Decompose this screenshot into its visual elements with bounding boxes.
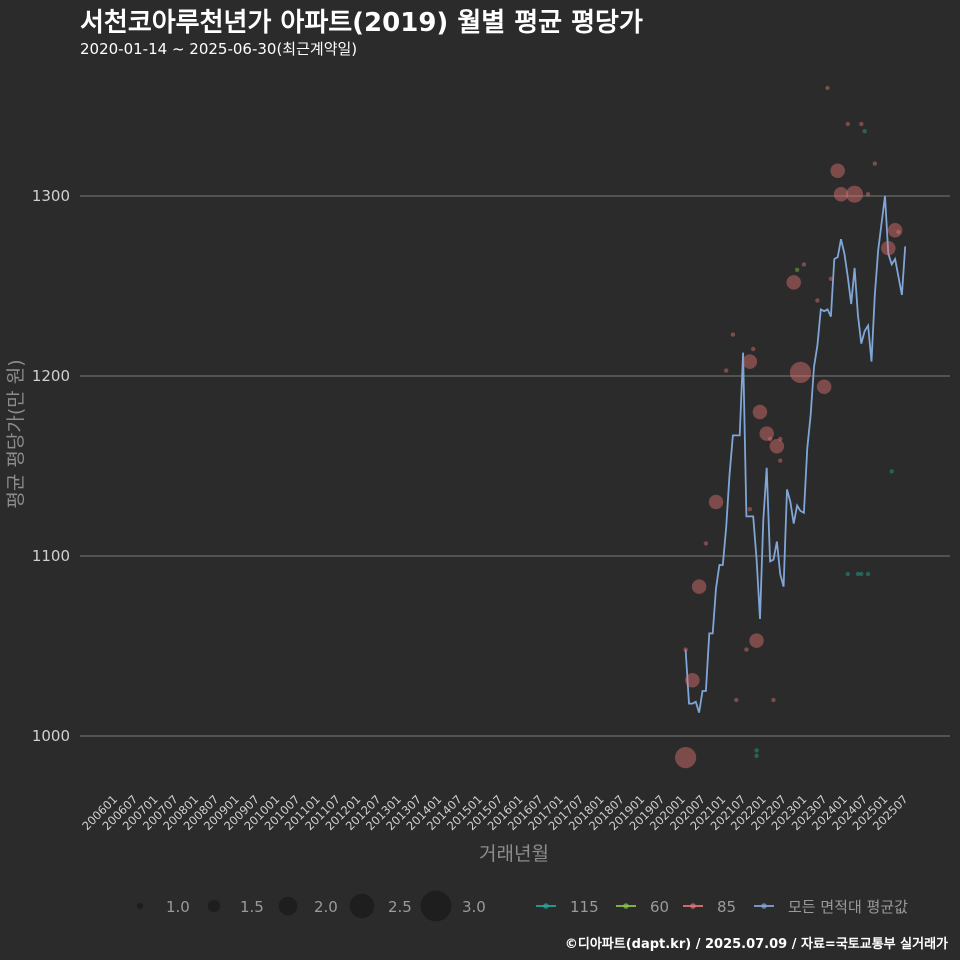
legend-color-dot (761, 903, 767, 909)
y-tick-label: 1300 (32, 187, 70, 205)
bubble-point-85 (734, 697, 739, 703)
y-axis-title: 평균 평당가(만 원) (5, 359, 27, 508)
bubble-point-115 (855, 571, 861, 577)
legend-size-label: 1.0 (166, 898, 190, 916)
series-bubbles (675, 85, 903, 769)
bubble-point-85 (691, 579, 707, 594)
bubble-point-85 (881, 240, 896, 256)
legend-size-key (207, 899, 221, 913)
bubble-point-85 (872, 161, 878, 166)
legend-size-key (136, 902, 144, 910)
bubble-point-85 (683, 647, 688, 652)
bubble-point-85 (859, 121, 864, 127)
legend-size-key (420, 890, 452, 922)
x-axis-title: 거래년월 (479, 843, 549, 865)
series-average-line (684, 195, 907, 713)
legend-size-label: 2.0 (314, 898, 338, 916)
bubble-point-115 (845, 571, 851, 577)
legend-size-key (278, 896, 298, 916)
bubble-point-85 (896, 229, 901, 235)
bubble-point-115 (865, 571, 871, 577)
bubble-point-85 (833, 186, 849, 202)
bubble-point-115 (754, 753, 759, 758)
legend-color-dot (543, 903, 549, 909)
chart-subtitle: 2020-01-14 ~ 2025-06-30(최근계약일) (80, 40, 358, 58)
bubble-point-85 (771, 697, 776, 703)
bubble-point-85 (865, 192, 871, 197)
legend-size-label: 2.5 (388, 898, 412, 916)
bubble-point-85 (708, 494, 724, 510)
bubble-point-115 (859, 571, 864, 577)
bubble-point-85 (789, 361, 812, 383)
bubble-point-85 (730, 332, 736, 337)
y-tick-label: 1200 (32, 367, 70, 385)
legend-color-label: 60 (650, 898, 669, 916)
bubble-point-85 (767, 436, 773, 442)
legend-color-label: 모든 면적대 평균값 (788, 898, 908, 916)
bubble-point-85 (769, 438, 785, 454)
bubble-point-85 (845, 121, 851, 127)
y-tick-label: 1100 (32, 547, 70, 565)
bubble-point-85 (749, 633, 764, 648)
legend-size-label: 1.5 (240, 898, 264, 916)
bubble-point-85 (828, 276, 834, 281)
average-line (684, 195, 907, 713)
bubble-point-85 (742, 354, 758, 369)
x-axis: 2006012006072007012007072008012008072009… (79, 792, 911, 833)
bubble-point-85 (778, 458, 783, 463)
bubble-point-85 (778, 436, 783, 442)
source-caption: ©디아파트(dapt.kr) / 2025.07.09 / 자료=국토교통부 실… (564, 937, 948, 952)
legend-color-label: 115 (570, 898, 599, 916)
legend-color-dot (623, 903, 629, 909)
bubble-point-60 (794, 267, 800, 272)
bubble-point-85 (747, 507, 753, 512)
bubble-point-85 (751, 346, 756, 352)
bubble-point-115 (754, 748, 759, 753)
legend-size-key (349, 893, 375, 919)
y-axis: 1000 1100 1200 1300 (32, 187, 70, 745)
bubble-point-85 (675, 747, 697, 769)
bubble-point-85 (723, 368, 729, 373)
bubble-point-85 (816, 379, 832, 395)
chart-title: 서천코아루천년가 아파트(2019) 월별 평균 평당가 (80, 8, 643, 38)
grid-lines (80, 195, 950, 737)
bubble-point-85 (685, 672, 700, 688)
bubble-point-85 (846, 185, 864, 203)
bubble-point-85 (752, 404, 768, 420)
legend-color-dot (690, 903, 696, 909)
legend-size-label: 3.0 (462, 898, 486, 916)
bubble-point-85 (703, 541, 709, 546)
bubble-point-85 (744, 647, 749, 652)
bubble-point-85 (887, 222, 903, 238)
bubble-point-85 (830, 163, 845, 179)
bubble-point-85 (786, 275, 801, 290)
bubble-point-115 (862, 129, 867, 134)
bubble-point-85 (825, 85, 830, 91)
legend: 1.0 1.5 2.0 2.5 3.0 115 60 85 모든 면적대 평균값 (136, 890, 908, 922)
y-tick-label: 1000 (32, 727, 70, 745)
legend-color-label: 85 (717, 898, 736, 916)
bubble-point-85 (759, 426, 774, 441)
bubble-point-85 (815, 298, 820, 303)
bubble-point-85 (801, 262, 807, 267)
bubble-point-115 (889, 469, 894, 474)
